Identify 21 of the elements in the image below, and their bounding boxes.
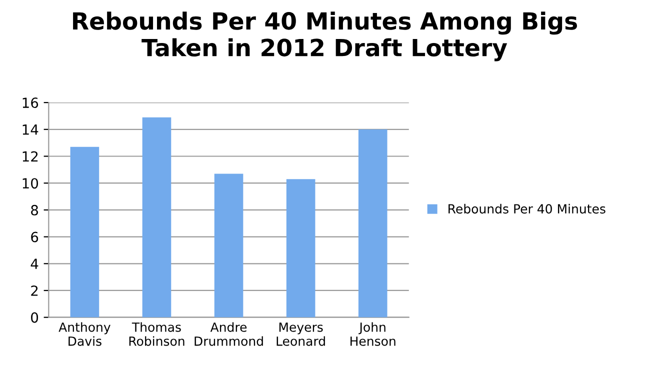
bar bbox=[358, 129, 388, 318]
legend-label: Rebounds Per 40 Minutes bbox=[448, 204, 606, 214]
y-tick-label: 4 bbox=[30, 258, 38, 269]
bar bbox=[286, 179, 316, 318]
chart-title: Rebounds Per 40 Minutes Among Bigs Taken in 2012 Draft Lottery bbox=[73, 12, 577, 62]
x-tick-label: Anthony Davis bbox=[58, 322, 110, 346]
y-tick-label: 8 bbox=[31, 204, 38, 216]
y-tick-label: 16 bbox=[22, 98, 38, 108]
x-tick-label: Andre Drummond bbox=[194, 322, 263, 346]
bar bbox=[214, 174, 244, 318]
bar bbox=[70, 146, 100, 318]
y-tick-label: 0 bbox=[31, 312, 38, 323]
x-tick-label: John Henson bbox=[350, 322, 396, 346]
y-tick-label: 6 bbox=[31, 232, 38, 242]
bar bbox=[142, 117, 172, 318]
x-tick-label: Thomas Robinson bbox=[129, 322, 184, 346]
x-tick-label: Meyers Leonard bbox=[276, 322, 325, 346]
y-tick-label: 14 bbox=[22, 124, 38, 135]
y-tick-label: 12 bbox=[22, 151, 38, 162]
y-tick-label: 2 bbox=[31, 285, 38, 296]
y-tick-label: 10 bbox=[22, 178, 38, 189]
